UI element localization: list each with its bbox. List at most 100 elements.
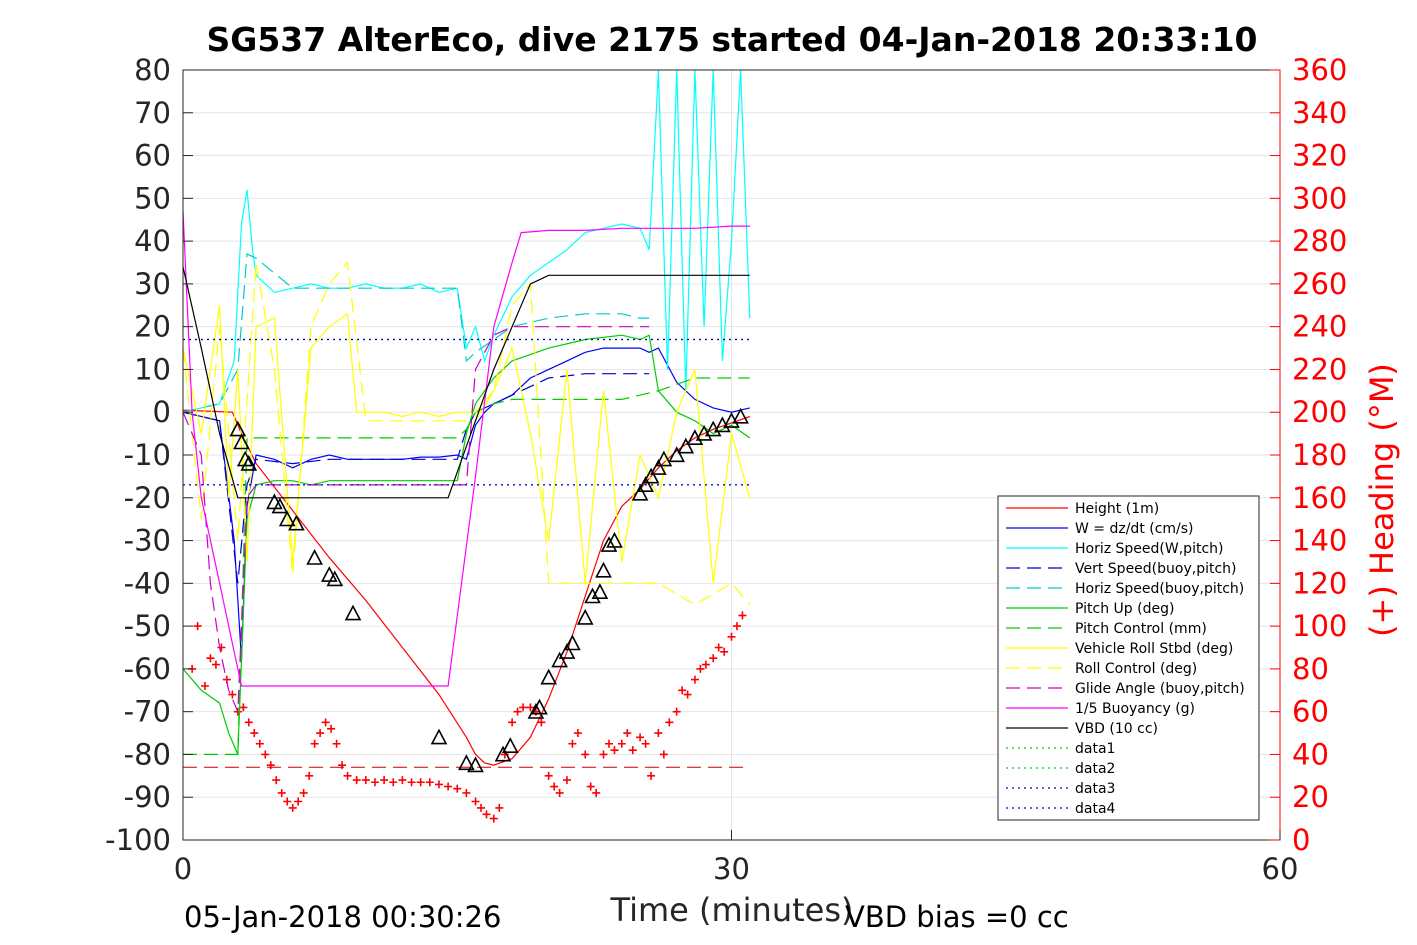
height-marker xyxy=(229,420,247,437)
x-tick-label: 60 xyxy=(1262,852,1299,886)
left-tick-label: -80 xyxy=(124,737,171,771)
heading-marker xyxy=(732,622,741,631)
heading-marker xyxy=(305,771,314,780)
heading-marker xyxy=(200,682,209,690)
heading-marker xyxy=(659,750,668,759)
chart-title: SG537 AlterEco, dive 2175 started 04-Jan… xyxy=(206,20,1257,59)
heading-marker xyxy=(266,761,275,770)
heading-marker xyxy=(277,788,286,797)
heading-marker xyxy=(453,784,462,793)
left-tick-label: -90 xyxy=(124,780,171,814)
heading-marker xyxy=(288,803,297,812)
height-marker xyxy=(531,698,548,715)
heading-marker xyxy=(508,718,517,727)
right-tick-label: 80 xyxy=(1292,652,1329,686)
series-line-7 xyxy=(182,305,751,584)
heading-marker xyxy=(581,750,590,759)
height-marker xyxy=(326,570,344,587)
series-line-3 xyxy=(182,373,650,584)
left-axis-ticks: 80 70 60 50 40 30 20 10 0 -10 -20 -30 -40 -50 -60 -70 -8… xyxy=(105,53,193,857)
heading-marker xyxy=(727,632,736,641)
legend-label-4: Horiz Speed(buoy,pitch) xyxy=(1075,581,1244,597)
heading-marker xyxy=(573,729,582,738)
heading-marker xyxy=(380,776,389,785)
heading-marker xyxy=(332,739,341,748)
height-marker xyxy=(551,651,568,668)
legend-label-12: data1 xyxy=(1075,741,1115,757)
legend-box xyxy=(997,495,1260,821)
right-axis-ticks: 3603403203002802602402202001801601401201… xyxy=(1270,53,1347,857)
left-tick-label: -40 xyxy=(124,566,171,600)
left-tick-label: 20 xyxy=(134,310,171,344)
heading-marker xyxy=(623,729,632,738)
x-tick-label: 0 xyxy=(174,852,192,886)
legend-label-14: data3 xyxy=(1075,781,1115,797)
height-marker xyxy=(637,476,654,493)
legend-label-15: data4 xyxy=(1075,801,1116,817)
heading-marker xyxy=(714,643,723,652)
heading-marker xyxy=(389,778,398,787)
heading-marker xyxy=(610,746,619,755)
left-tick-label: 30 xyxy=(134,267,171,301)
height-marker xyxy=(271,497,289,514)
heading-marker xyxy=(244,718,253,727)
height-marker xyxy=(344,604,362,621)
heading-marker xyxy=(690,675,699,684)
heading-marker xyxy=(239,703,248,712)
right-tick-label: 0 xyxy=(1292,823,1310,857)
heading-marker xyxy=(321,718,330,727)
height-marker xyxy=(494,745,512,762)
series-line-5 xyxy=(182,334,751,755)
legend-items: Height (1m) W = dz/dt (cm/s) Horiz Speed(W… xyxy=(1006,501,1245,817)
legend-label-11: VBD (10 cc) xyxy=(1075,721,1158,737)
heading-marker xyxy=(206,654,215,663)
heading-marker xyxy=(701,660,710,669)
legend-label-10: 1/5 Buoyancy (g) xyxy=(1075,701,1195,717)
heading-marker xyxy=(299,788,308,797)
legend-label-3: Vert Speed(buoy,pitch) xyxy=(1075,561,1237,577)
heading-marker xyxy=(482,810,491,819)
right-tick-label: 300 xyxy=(1292,181,1347,215)
right-tick-label: 280 xyxy=(1292,224,1347,258)
legend-label-0: Height (1m) xyxy=(1075,501,1159,517)
heading-marker xyxy=(537,718,546,727)
heading-marker xyxy=(343,771,352,780)
series-layer xyxy=(182,69,751,766)
series-line-0 xyxy=(182,409,750,766)
heading-marker xyxy=(228,690,237,699)
heading-marker xyxy=(555,788,564,797)
heading-marker xyxy=(217,643,226,652)
left-tick-label: 80 xyxy=(134,53,171,87)
height-marker xyxy=(540,668,558,685)
left-tick-label: 10 xyxy=(134,352,171,386)
right-tick-label: 120 xyxy=(1292,566,1347,600)
left-tick-label: 50 xyxy=(134,181,171,215)
heading-marker xyxy=(416,778,425,787)
heading-marker xyxy=(672,707,681,716)
heading-marker xyxy=(444,782,453,791)
heading-marker xyxy=(398,776,407,785)
left-tick-label: -100 xyxy=(105,823,171,857)
legend-label-5: Pitch Up (deg) xyxy=(1075,601,1174,617)
heading-marker xyxy=(272,776,281,785)
heading-marker xyxy=(519,703,528,712)
height-marker xyxy=(595,561,612,578)
heading-marker xyxy=(647,771,656,780)
heading-marker xyxy=(654,729,663,738)
heading-marker xyxy=(592,788,601,797)
x-tick-label: 30 xyxy=(713,852,750,886)
left-tick-label: -50 xyxy=(124,609,171,643)
right-tick-label: 160 xyxy=(1292,481,1347,515)
heading-marker xyxy=(407,778,416,787)
height-marker xyxy=(631,484,649,501)
height-marker xyxy=(467,756,484,773)
height-marker xyxy=(677,437,695,454)
heading-marker xyxy=(434,780,443,789)
legend-label-9: Glide Angle (buoy,pitch) xyxy=(1075,681,1245,697)
height-marker xyxy=(600,536,618,552)
heading-marker xyxy=(709,654,718,663)
height-marker xyxy=(236,450,254,467)
legend-label-13: data2 xyxy=(1075,761,1115,777)
heading-marker xyxy=(255,739,264,748)
left-tick-label: 0 xyxy=(153,395,171,429)
